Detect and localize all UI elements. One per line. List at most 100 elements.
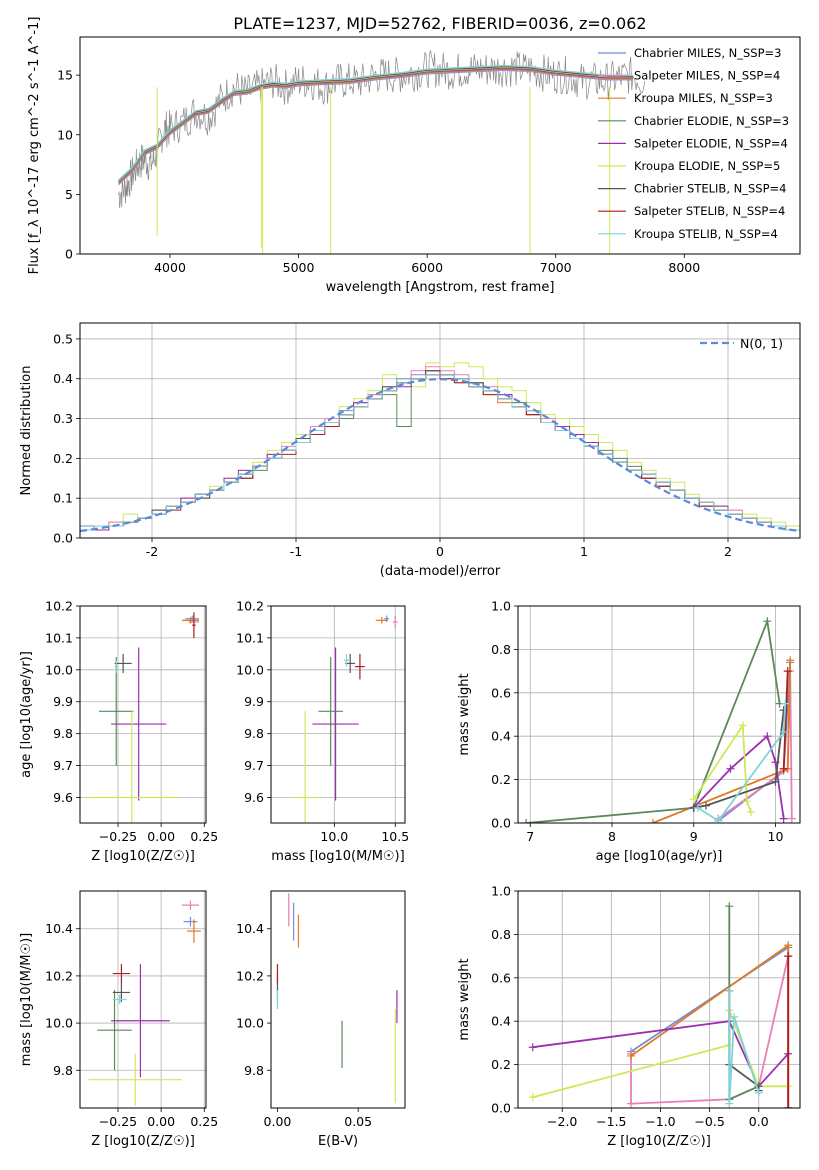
y-tick-label: 10.1 [45,630,73,645]
y-tick-label: 0.2 [491,1057,511,1072]
model-spectrum-line [118,68,633,185]
y-tick-label: 9.8 [53,1063,73,1078]
errorbar-point [355,653,365,680]
y-tick-label: 0.1 [53,491,73,506]
model-spectrum-line [118,64,633,181]
errorbar-point [88,1053,182,1106]
y-tick-label: 10.2 [45,968,73,983]
x-axis-label: Z [log10(Z/Z☉)] [91,1134,195,1149]
mass-weight-line [532,1020,789,1088]
y-tick-label: 0.3 [53,411,73,426]
plus-marker [626,1099,635,1108]
legend-label: N(0, 1) [740,336,783,351]
plus-marker [738,721,747,730]
plus-marker [725,986,734,995]
y-tick-label: 1.0 [491,884,511,899]
plus-marker [763,617,772,626]
x-tick-label: −0.25 [99,829,137,844]
mass-weight-line [782,671,789,769]
x-tick-label: 7 [526,829,534,844]
errorbar-point [392,615,398,629]
y-tick-label: 10.2 [236,968,264,983]
plus-marker [779,814,788,823]
plot-area [518,891,800,1108]
y-tick-label: 0.8 [491,642,511,657]
legend: N(0, 1) [700,336,783,351]
axes-frame [270,890,406,1109]
y-tick-label: 0.6 [491,970,511,985]
legend-label: Kroupa STELIB, N_SSP=4 [634,227,778,241]
plus-marker [726,764,735,773]
y-axis-label: age [log10(age/yr)] [19,651,34,778]
x-tick-label: 1 [580,544,588,559]
model-spectrum-line [118,66,633,182]
legend-label: Chabrier MILES, N_SSP=3 [634,46,781,60]
y-tick-label: 10.0 [236,662,264,677]
axes-frame [79,322,801,539]
errorbar-point [114,660,118,674]
legend-label: Salpeter ELODIE, N_SSP=4 [634,136,788,150]
figure-title: PLATE=1237, MJD=52762, FIBERID=0036, z=0… [233,14,646,33]
axes-frame [517,890,801,1109]
x-axis-label: age [log10(age/yr)] [596,849,723,864]
plus-marker [725,902,734,911]
errorbar-point [384,615,390,622]
errorbar-point [192,612,196,638]
x-tick-label: 8000 [668,260,700,275]
plus-marker [746,808,755,817]
histogram-step [80,374,800,538]
model-spectrum-line [118,68,633,184]
errorbar-point [85,711,179,823]
x-axis-label: Z [log10(Z/Z☉)] [607,1134,711,1149]
x-tick-label: 10 [768,829,784,844]
x-axis-label: mass [log10(M/M☉)] [271,849,404,864]
errorbar-point [291,711,319,823]
errorbar-point [97,990,132,1071]
y-tick-label: 0.0 [491,1101,511,1116]
y-axis-label: Flux [f_λ 10^-17 erg cm^-2 s^-1 A^-1] [27,17,42,275]
x-tick-label: −0.5 [694,1114,724,1129]
plus-marker [689,795,698,804]
axes-frame [517,605,801,824]
x-tick-label: -1 [290,544,302,559]
axes-frame [79,605,207,824]
legend-label: Kroupa ELODIE, N_SSP=5 [634,159,780,173]
errorbar-point [375,617,388,624]
plot-area [271,606,405,823]
x-tick-label: 0.00 [264,1114,292,1129]
y-tick-label: 0.2 [491,772,511,787]
x-tick-label: 9 [690,829,698,844]
x-axis-label: wavelength [Angstrom, rest frame] [326,280,555,295]
y-tick-label: 5 [65,187,73,202]
errorbar-point [114,653,132,674]
plus-marker [786,656,795,665]
y-tick-label: 9.7 [53,758,73,773]
plus-marker [783,667,792,676]
plus-marker [725,1099,734,1108]
plot-area [118,50,645,254]
errorbar-point [185,615,200,622]
errorbar-point [312,647,359,801]
mass-weight-line [693,710,785,809]
errorbar-point [112,982,131,1002]
data-spectrum-line [118,50,645,209]
x-tick-label: 0.25 [190,829,218,844]
x-tick-label: 7000 [540,260,572,275]
y-tick-label: 15 [57,68,73,83]
legend-label: Salpeter MILES, N_SSP=4 [634,69,780,83]
errorbar-point [181,900,200,910]
errorbar-point [98,657,134,766]
chart-mass-weight-vs-Z: −2.0 −1.5 −1.0 −0.5 0.0 0.0 0.2 0.4 0.6 0.8 1.0 Z [… [457,884,801,1149]
plus-marker [784,941,793,950]
plus-marker [742,797,751,806]
mass-weight-line [526,617,781,823]
legend-label: Kroupa MILES, N_SSP=3 [634,91,773,105]
plot-area [518,606,800,823]
x-tick-label: 4000 [154,260,186,275]
legend-label: Chabrier ELODIE, N_SSP=3 [634,114,789,128]
chart-mass-weight-vs-age: 7 8 9 10 0.0 0.2 0.4 0.6 0.8 1.0 age [log10(age/yr… [457,599,801,864]
x-axis-label: (data-model)/error [380,564,501,579]
errorbar-point [344,653,349,667]
model-spectrum-line [118,67,633,183]
